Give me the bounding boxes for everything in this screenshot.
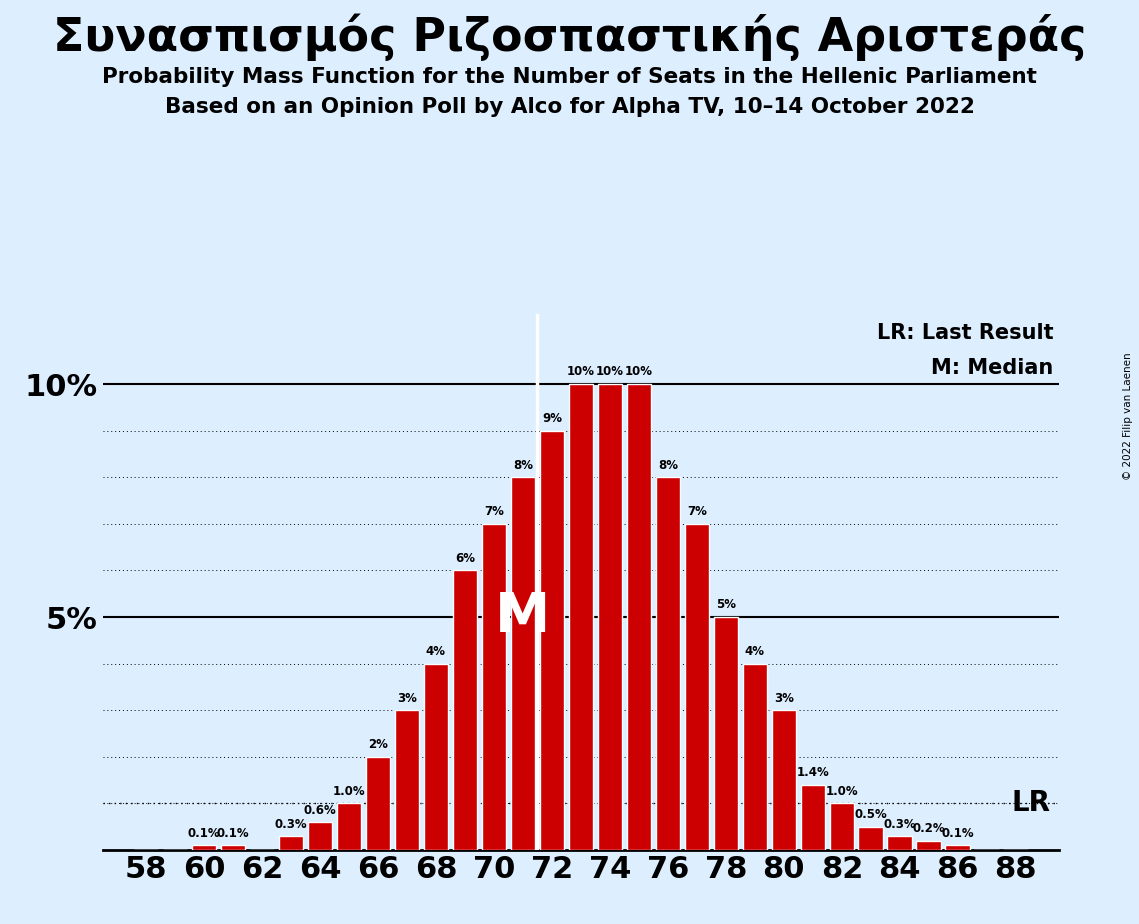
Text: 8%: 8% <box>658 458 678 471</box>
Bar <box>945 845 970 850</box>
Text: 1.0%: 1.0% <box>826 784 858 798</box>
Bar <box>771 711 796 850</box>
Text: LR: LR <box>1011 789 1050 818</box>
Text: M: Median: M: Median <box>932 359 1054 379</box>
Bar <box>540 431 564 850</box>
Text: 0.6%: 0.6% <box>304 804 336 817</box>
Text: 0.3%: 0.3% <box>274 818 308 831</box>
Bar <box>713 617 738 850</box>
Text: Συνασπισμός Ριζοσπαστικής Αριστεράς: Συνασπισμός Ριζοσπαστικής Αριστεράς <box>52 14 1087 61</box>
Bar <box>394 711 419 850</box>
Bar <box>887 836 912 850</box>
Text: LR: Last Result: LR: Last Result <box>877 323 1054 344</box>
Text: © 2022 Filip van Laenen: © 2022 Filip van Laenen <box>1123 352 1133 480</box>
Bar <box>337 804 361 850</box>
Bar <box>829 804 854 850</box>
Text: 3%: 3% <box>398 692 417 705</box>
Text: 7%: 7% <box>484 505 503 518</box>
Bar <box>917 841 941 850</box>
Bar <box>598 384 622 850</box>
Text: M: M <box>495 590 550 644</box>
Text: 8%: 8% <box>513 458 533 471</box>
Text: 0.1%: 0.1% <box>942 827 974 840</box>
Text: 3%: 3% <box>773 692 794 705</box>
Text: 10%: 10% <box>567 366 595 379</box>
Text: 7%: 7% <box>687 505 707 518</box>
Text: 0.2%: 0.2% <box>912 822 945 835</box>
Bar <box>685 524 710 850</box>
Bar <box>743 663 768 850</box>
Bar <box>482 524 506 850</box>
Text: 0.1%: 0.1% <box>216 827 249 840</box>
Bar <box>656 478 680 850</box>
Text: Probability Mass Function for the Number of Seats in the Hellenic Parliament: Probability Mass Function for the Number… <box>103 67 1036 87</box>
Text: 5%: 5% <box>715 599 736 612</box>
Text: 4%: 4% <box>745 645 765 658</box>
Text: 0.5%: 0.5% <box>854 808 887 821</box>
Text: 6%: 6% <box>454 552 475 565</box>
Text: 1.0%: 1.0% <box>333 784 366 798</box>
Bar <box>568 384 593 850</box>
Bar <box>279 836 303 850</box>
Bar <box>801 784 825 850</box>
Bar <box>424 663 449 850</box>
Bar <box>366 757 391 850</box>
Text: 9%: 9% <box>542 412 562 425</box>
Text: 10%: 10% <box>625 366 653 379</box>
Bar <box>308 822 333 850</box>
Text: 2%: 2% <box>368 738 388 751</box>
Text: 0.3%: 0.3% <box>884 818 916 831</box>
Text: 1.4%: 1.4% <box>796 766 829 779</box>
Text: 0.1%: 0.1% <box>188 827 220 840</box>
Text: Based on an Opinion Poll by Alco for Alpha TV, 10–14 October 2022: Based on an Opinion Poll by Alco for Alp… <box>164 97 975 117</box>
Text: 10%: 10% <box>596 366 624 379</box>
Bar <box>452 570 477 850</box>
Bar <box>510 478 535 850</box>
Bar <box>626 384 652 850</box>
Bar <box>859 827 883 850</box>
Bar <box>191 845 216 850</box>
Text: 4%: 4% <box>426 645 446 658</box>
Bar <box>221 845 245 850</box>
